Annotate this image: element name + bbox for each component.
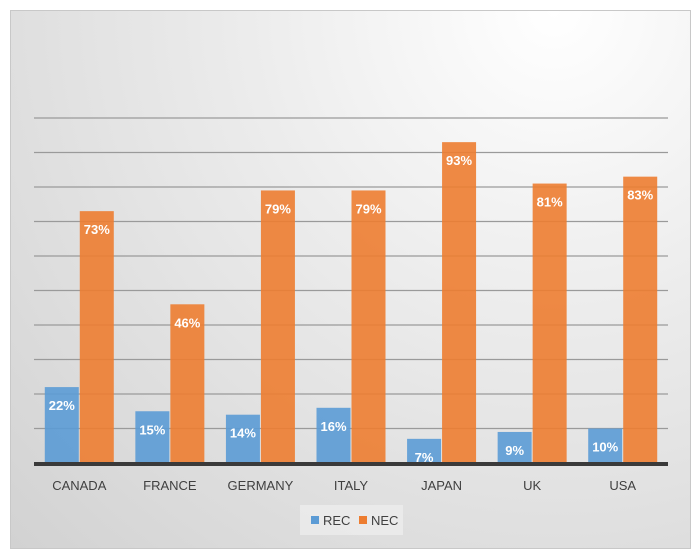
legend-swatch-nec [359, 516, 367, 524]
bar-nec [442, 142, 477, 463]
x-tick-label: ITALY [334, 478, 369, 493]
x-tick-label: UK [523, 478, 541, 493]
data-label: 16% [320, 419, 346, 434]
x-tick-label: CANADA [52, 478, 107, 493]
bar-rec [135, 411, 170, 463]
bar-rec [316, 407, 351, 463]
data-label: 7% [415, 450, 434, 465]
x-tick-label: FRANCE [143, 478, 197, 493]
data-label: 10% [592, 440, 618, 455]
bar-nec [260, 190, 295, 463]
legend-label: REC [323, 513, 350, 528]
bar-rec [44, 387, 79, 463]
bar-nec [170, 304, 205, 463]
bar-nec [79, 211, 114, 463]
bar-nec [351, 190, 386, 463]
x-tick-label: USA [609, 478, 636, 493]
x-tick-label: JAPAN [421, 478, 462, 493]
data-label: 46% [174, 315, 200, 330]
data-label: 93% [446, 153, 472, 168]
bar-rec [497, 431, 532, 463]
legend-label: NEC [371, 513, 398, 528]
bar-rec [225, 414, 260, 463]
bar-rec [407, 438, 442, 463]
data-label: 73% [84, 222, 110, 237]
data-label: 9% [505, 443, 524, 458]
data-label: 79% [265, 201, 291, 216]
data-label: 15% [139, 422, 165, 437]
data-label: 14% [230, 426, 256, 441]
data-label: 22% [49, 398, 75, 413]
bar-nec [623, 176, 658, 463]
data-label: 81% [537, 195, 563, 210]
bar-nec [532, 183, 567, 464]
data-label: 83% [627, 188, 653, 203]
x-tick-label: GERMANY [228, 478, 294, 493]
bar-rec [588, 428, 623, 463]
data-label: 79% [355, 201, 381, 216]
legend-swatch-rec [311, 516, 319, 524]
